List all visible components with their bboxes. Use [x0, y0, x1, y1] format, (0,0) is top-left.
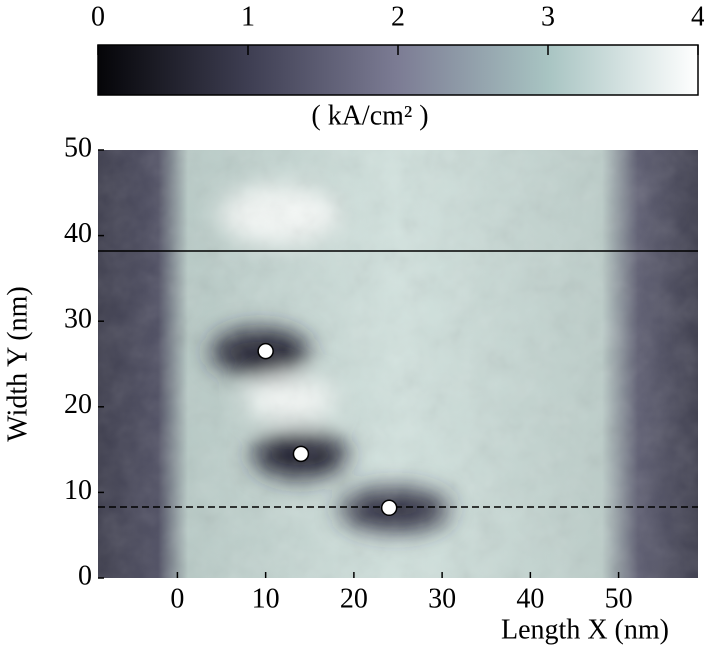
colorbar-tick-label: 2	[391, 1, 405, 32]
colorbar-tick-label: 4	[691, 1, 704, 32]
y-tick-label: 30	[64, 304, 92, 335]
x-tick-label: 0	[170, 583, 184, 614]
x-tick-label: 50	[605, 583, 633, 614]
defect-point	[257, 342, 274, 360]
y-axis-label: Width Y (nm)	[2, 286, 33, 441]
y-tick-label: 40	[64, 218, 92, 249]
colorbar-tick-label: 3	[541, 1, 555, 32]
x-tick-label: 20	[340, 583, 368, 614]
y-tick-label: 10	[64, 475, 92, 506]
x-tick-label: 10	[252, 583, 280, 614]
x-tick-label: 40	[516, 583, 544, 614]
x-axis-label: Length X (nm)	[501, 614, 669, 645]
colorbar-tick-label: 0	[91, 1, 105, 32]
y-tick-label: 50	[64, 132, 92, 163]
y-tick-label: 0	[78, 560, 92, 591]
colorbar-tick-label: 1	[241, 1, 255, 32]
defect-point	[380, 499, 398, 517]
heatmap-field	[98, 150, 698, 578]
y-tick-label: 20	[64, 389, 92, 420]
defect-point	[292, 445, 310, 463]
x-tick-label: 30	[428, 583, 456, 614]
colorbar-label: ( kA/cm² )	[311, 100, 428, 131]
